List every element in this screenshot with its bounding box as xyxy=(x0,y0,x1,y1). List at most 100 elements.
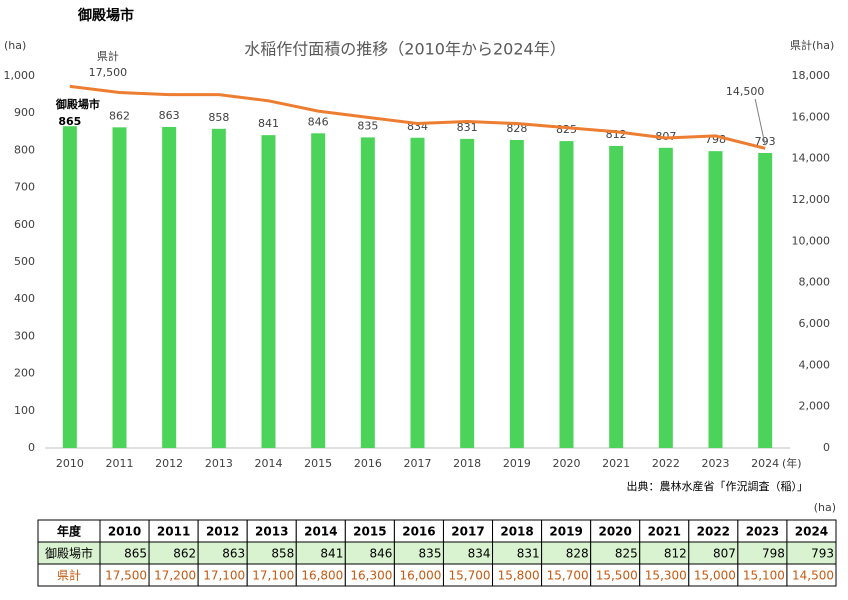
table-header: 2019 xyxy=(549,525,582,539)
source: 出典：農林水産省「作況調査（稲）」 xyxy=(627,479,809,493)
table-header: 2018 xyxy=(500,525,533,539)
y-tick-label: 100 xyxy=(14,404,35,417)
y2-tick-label: 6,000 xyxy=(799,317,831,330)
table-value: 17,100 xyxy=(203,569,245,583)
x-tick-label: 2019 xyxy=(503,457,531,470)
x-tick-label: 2024 xyxy=(751,457,779,470)
table-value: 841 xyxy=(320,547,343,561)
table-value: 793 xyxy=(811,547,834,561)
page-title: 御殿場市 xyxy=(77,7,134,24)
table-value: 828 xyxy=(566,547,589,561)
x-tick-label: 2016 xyxy=(354,457,382,470)
bar-label: 807 xyxy=(655,130,676,143)
x-tick-label: 2012 xyxy=(155,457,183,470)
leader-line xyxy=(754,98,766,146)
series-annotation: 県計 xyxy=(97,49,119,63)
series-annotation: 御殿場市 xyxy=(55,97,100,111)
table-header: 2011 xyxy=(157,525,190,539)
table-value: 15,100 xyxy=(743,569,785,583)
bar xyxy=(658,147,673,448)
bar-label: 858 xyxy=(208,111,229,124)
table-value: 15,800 xyxy=(498,569,540,583)
table-value: 17,500 xyxy=(105,569,147,583)
x-tick-label: 2015 xyxy=(304,457,332,470)
bar xyxy=(62,126,77,448)
bar xyxy=(708,151,723,449)
x-tick-label: 2023 xyxy=(702,457,730,470)
line-label: 14,500 xyxy=(726,85,765,98)
bar-label: 862 xyxy=(109,109,130,122)
table-value: 17,100 xyxy=(252,569,294,583)
y-tick-label: 1,000 xyxy=(4,69,36,82)
table-value: 16,000 xyxy=(399,569,441,583)
bar-label: 863 xyxy=(159,109,180,122)
x-tick-label: 2010 xyxy=(56,457,84,470)
table-header: 2015 xyxy=(353,525,386,539)
table-value: 831 xyxy=(517,547,540,561)
y-tick-label: 700 xyxy=(14,181,35,194)
table-value: 846 xyxy=(369,547,392,561)
bar xyxy=(509,139,524,448)
y-tick-label: 600 xyxy=(14,218,35,231)
table-header: 2017 xyxy=(451,525,484,539)
y-tick-label: 400 xyxy=(14,292,35,305)
line-label: 17,500 xyxy=(89,66,128,79)
bar xyxy=(112,127,127,448)
table-header: 2020 xyxy=(598,525,631,539)
table-value: 862 xyxy=(173,547,196,561)
y2-tick-label: 18,000 xyxy=(792,69,831,82)
x-tick-label: 2018 xyxy=(453,457,481,470)
table-value: 798 xyxy=(762,547,785,561)
table-value: 807 xyxy=(713,547,736,561)
bar-label: 846 xyxy=(308,115,329,128)
y-tick-label: 500 xyxy=(14,255,35,268)
table-value: 14,500 xyxy=(792,569,834,583)
table-value: 863 xyxy=(222,547,245,561)
y2-tick-label: 12,000 xyxy=(792,193,831,206)
table-value: 858 xyxy=(271,547,294,561)
table-header: 2012 xyxy=(206,525,239,539)
table-header: 2023 xyxy=(746,525,779,539)
table-value: 16,800 xyxy=(301,569,343,583)
y-tick-label: 0 xyxy=(28,441,35,454)
table-cell xyxy=(786,563,837,587)
table-header: 2021 xyxy=(648,525,681,539)
bar-label: 835 xyxy=(357,119,378,132)
y2-tick-label: 2,000 xyxy=(799,400,831,413)
table-value: 15,700 xyxy=(547,569,589,583)
table-header: 2016 xyxy=(402,525,435,539)
x-tick-label: 2020 xyxy=(553,457,581,470)
bar xyxy=(261,135,276,448)
table-header: 年度 xyxy=(57,524,82,539)
table-value: 15,500 xyxy=(596,569,638,583)
table-value: 865 xyxy=(124,547,147,561)
x-tick-label: 2014 xyxy=(255,457,283,470)
table-value: 835 xyxy=(419,547,442,561)
table-header: 2010 xyxy=(108,525,141,539)
table-value: 812 xyxy=(664,547,687,561)
table-unit: (ha) xyxy=(814,501,836,514)
bar-label: 841 xyxy=(258,117,279,130)
table-header: 2024 xyxy=(795,525,828,539)
y2-axis-label: 県計(ha) xyxy=(790,38,834,52)
table-value: 御殿場市 xyxy=(45,546,93,561)
bar xyxy=(559,141,574,448)
bar xyxy=(211,128,226,448)
table-value: 16,300 xyxy=(350,569,392,583)
bar xyxy=(460,138,475,449)
bar xyxy=(410,137,425,448)
bar-label: 865 xyxy=(58,115,81,128)
table-value: 県計 xyxy=(57,568,81,583)
table-value: 17,200 xyxy=(154,569,196,583)
y-tick-label: 900 xyxy=(14,106,35,119)
y-tick-label: 200 xyxy=(14,367,35,380)
y-tick-label: 300 xyxy=(14,329,35,342)
bar-label: 831 xyxy=(457,121,478,134)
bar xyxy=(758,153,773,448)
bar xyxy=(609,145,624,448)
y2-tick-label: 0 xyxy=(823,441,830,454)
x-axis-label: (年) xyxy=(782,456,802,470)
y2-tick-label: 8,000 xyxy=(799,276,831,289)
